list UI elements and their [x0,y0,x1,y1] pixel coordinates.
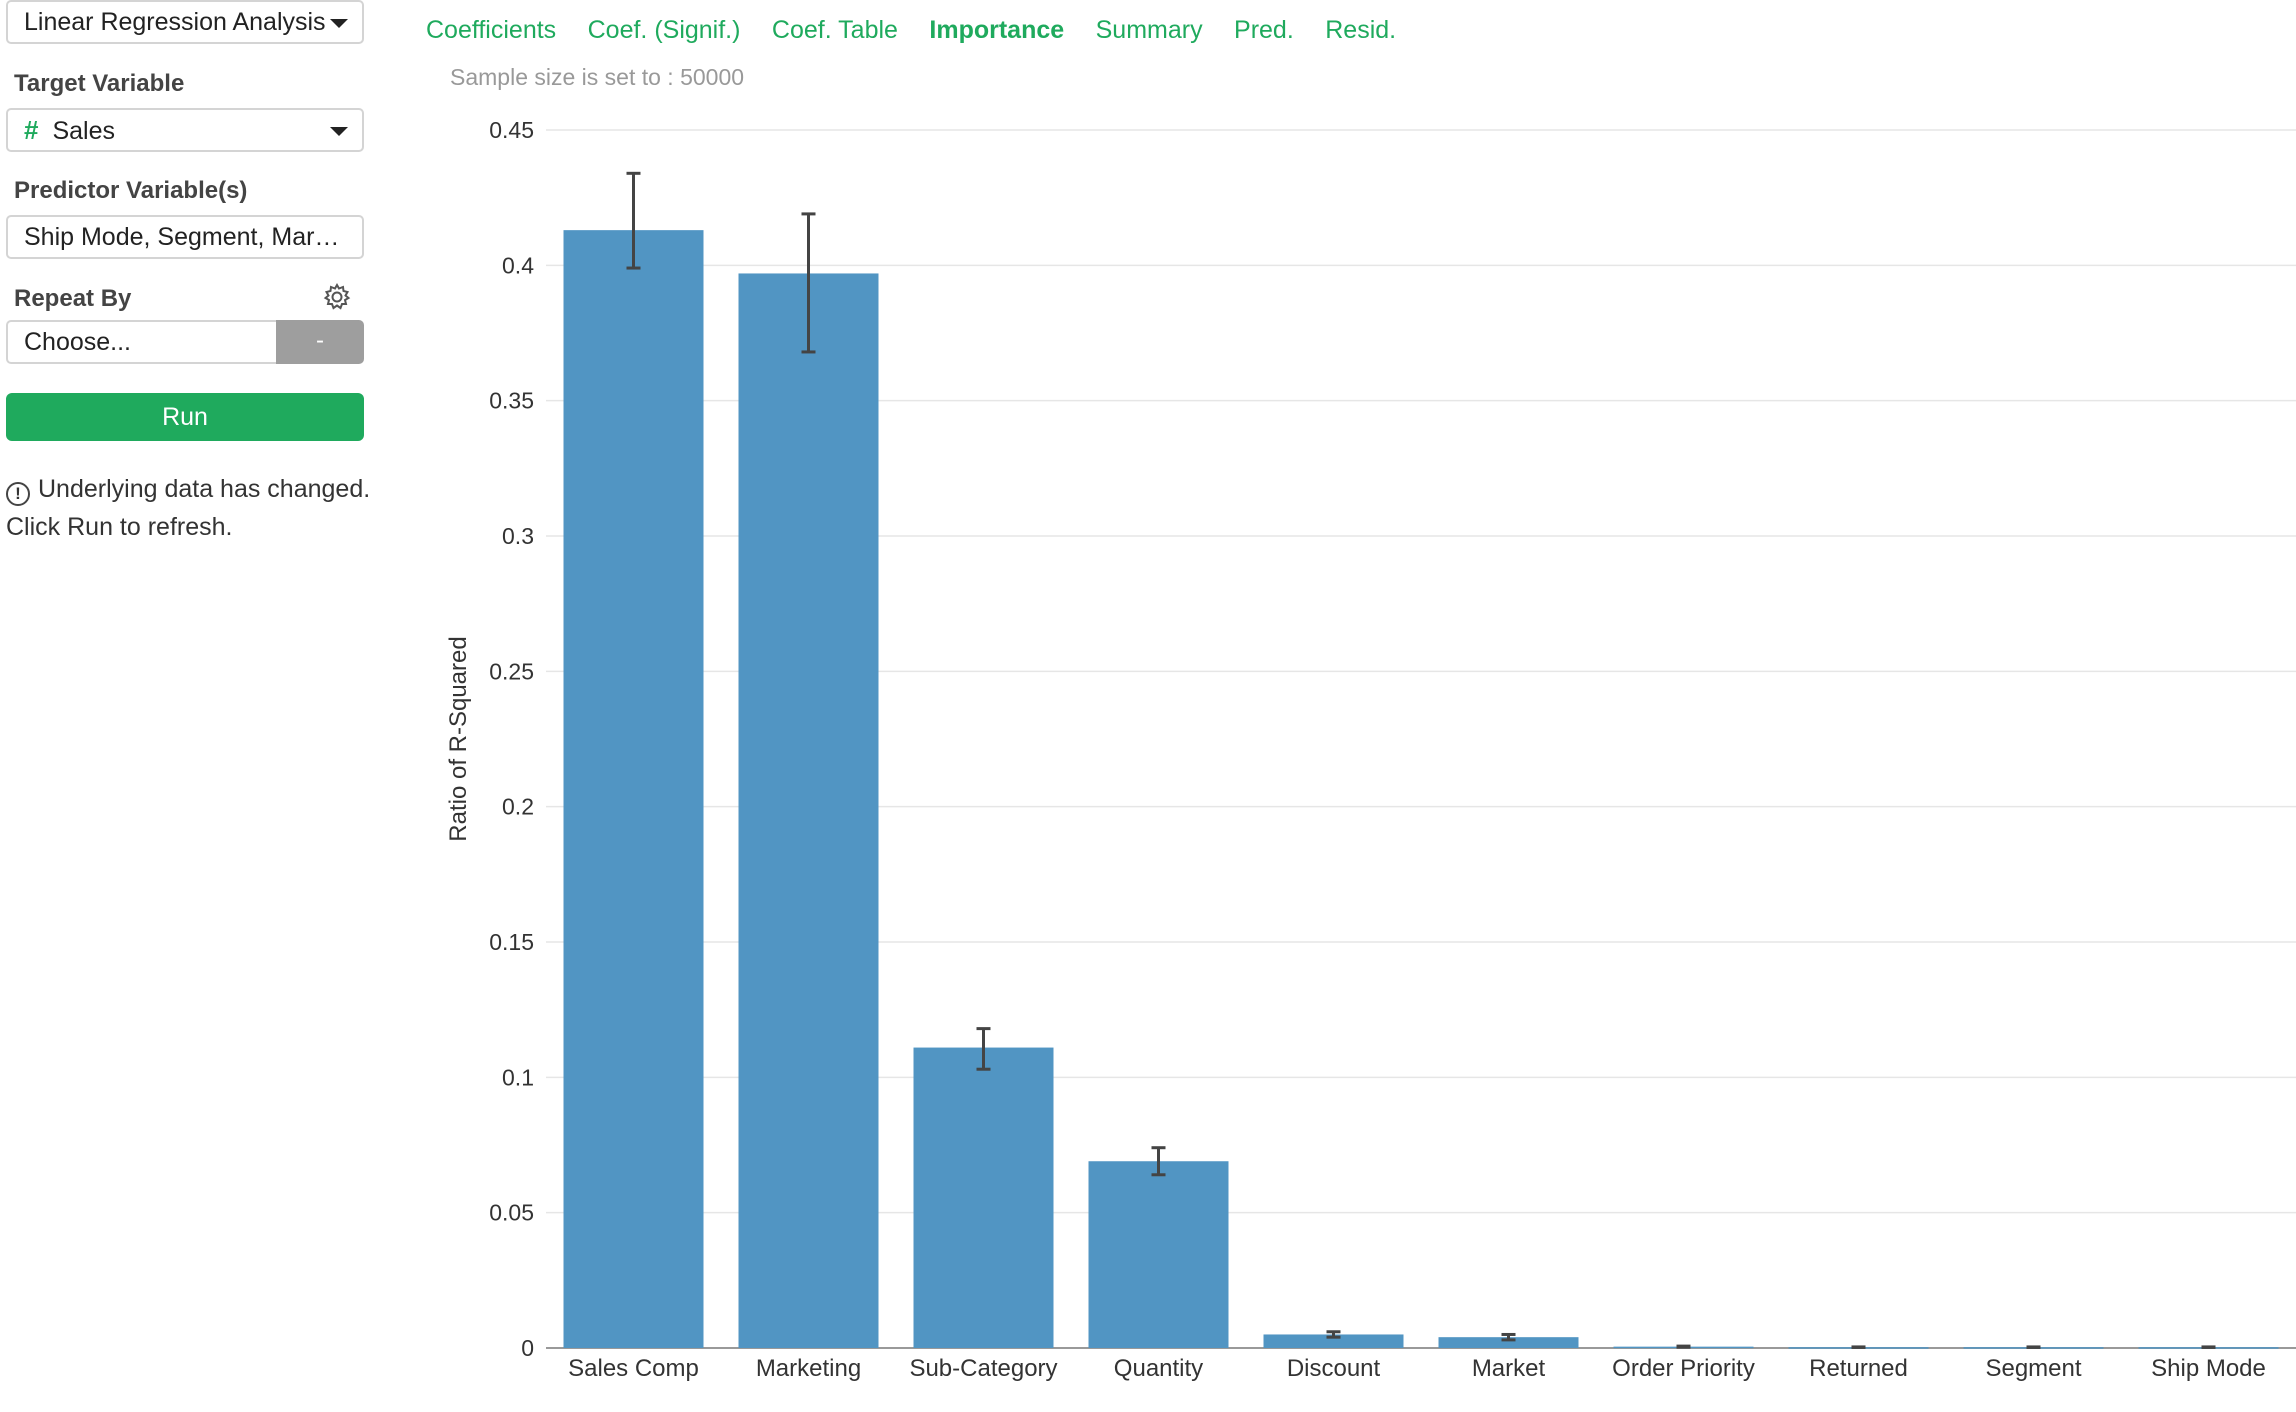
sample-size-text: Sample size is set to : 50000 [450,64,745,90]
gear-icon[interactable] [322,282,352,312]
x-tick-label: Sales Comp [568,1355,699,1382]
sidebar: Linear Regression Analysis Target Variab… [0,0,372,1412]
tab-coef-signif[interactable]: Coef. (Signif.) [587,16,741,44]
y-tick-label: 0.2 [502,794,534,820]
y-tick-label: 0.45 [489,117,534,143]
bar [1088,1161,1229,1348]
repeat-by-control: Choose... - [6,320,364,364]
x-tick-label: Marketing [756,1355,861,1382]
y-tick-label: 0.25 [489,658,534,684]
y-tick-label: 0.3 [502,523,534,549]
bar [1438,1337,1579,1348]
x-tick-label: Discount [1287,1355,1381,1382]
x-tick-label: Ship Mode [2151,1355,2266,1382]
bar [913,1047,1054,1348]
x-tick-label: Returned [1809,1355,1908,1382]
tab-pred[interactable]: Pred. [1234,16,1294,44]
tab-coef-table[interactable]: Coef. Table [771,16,898,44]
warning-icon: ! [6,482,30,506]
notice-text: Underlying data has changed. Click Run t… [6,475,371,541]
predictor-variables-label: Predictor Variable(s) [14,177,248,204]
y-tick-label: 0.35 [489,388,534,414]
y-axis-label: Ratio of R-Squared [445,636,472,841]
chevron-down-icon [330,19,348,28]
target-variable-select[interactable]: # Sales [6,108,364,152]
y-tick-label: 0 [521,1335,534,1361]
y-tick-label: 0.1 [502,1064,534,1090]
y-tick-label: 0.05 [489,1200,534,1226]
chevron-down-icon [330,127,348,136]
run-button[interactable]: Run [6,393,364,441]
repeat-by-clear-button[interactable]: - [276,320,364,364]
predictor-variables-value: Ship Mode, Segment, Mar… [24,223,340,251]
x-tick-label: Market [1472,1355,1546,1382]
analysis-type-select[interactable]: Linear Regression Analysis [6,0,364,44]
bar [738,273,879,1348]
result-tabs: Coefficients Coef. (Signif.) Coef. Table… [426,16,1423,56]
predictor-variables-field[interactable]: Ship Mode, Segment, Mar… [6,215,364,259]
tab-resid[interactable]: Resid. [1325,16,1397,44]
data-changed-notice: ! Underlying data has changed. Click Run … [6,470,372,546]
bar [1263,1334,1404,1348]
target-variable-label: Target Variable [14,70,185,97]
x-tick-label: Sub-Category [909,1355,1057,1382]
x-tick-label: Quantity [1114,1355,1203,1382]
repeat-by-label: Repeat By [14,285,132,312]
tab-summary[interactable]: Summary [1095,16,1203,44]
tab-coefficients[interactable]: Coefficients [426,16,557,44]
tab-importance[interactable]: Importance [929,16,1065,44]
y-tick-label: 0.4 [502,252,534,278]
numeric-type-icon: # [24,115,39,145]
x-tick-label: Order Priority [1612,1355,1755,1382]
analysis-type-value: Linear Regression Analysis [24,8,326,36]
repeat-by-select[interactable]: Choose... [6,320,278,364]
importance-chart: 0 0.05 0.1 0.15 0.2 0.25 0.3 0.35 0.4 0.45 Ratio o… [430,100,2296,1412]
target-variable-value: Sales [52,117,116,145]
y-tick-label: 0.15 [489,929,534,955]
bar [563,230,704,1348]
importance-bar-chart: 0 0.05 0.1 0.15 0.2 0.25 0.3 0.35 0.4 0.45 Ratio o… [445,117,2296,1382]
x-tick-label: Segment [1985,1355,2081,1382]
